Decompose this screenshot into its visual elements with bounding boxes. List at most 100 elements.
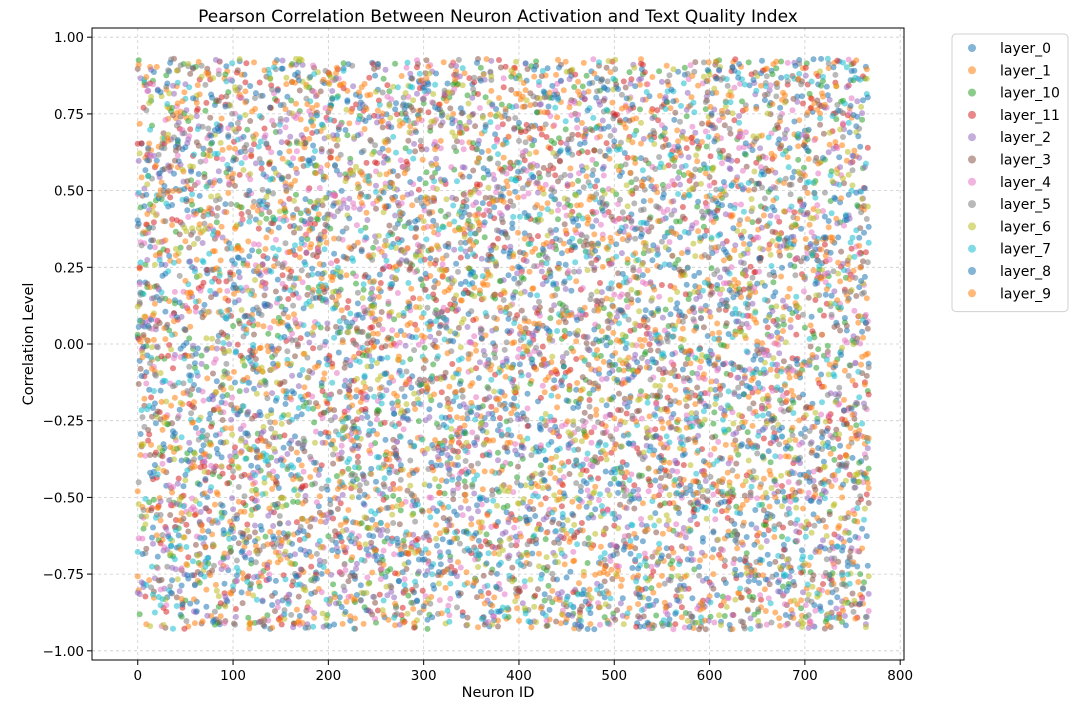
- data-point: [401, 332, 408, 339]
- data-point: [614, 313, 621, 320]
- data-point: [694, 203, 701, 210]
- data-point: [765, 448, 772, 455]
- data-point: [167, 194, 174, 201]
- data-point: [635, 486, 642, 493]
- data-point: [561, 561, 568, 568]
- data-point: [203, 99, 210, 106]
- data-point: [164, 247, 171, 254]
- data-point: [238, 473, 245, 480]
- data-point: [703, 143, 710, 150]
- data-point: [562, 126, 569, 133]
- data-point: [542, 536, 549, 543]
- data-point: [401, 576, 408, 583]
- data-point: [800, 164, 807, 171]
- data-point: [305, 187, 312, 193]
- data-point: [391, 444, 398, 451]
- data-point: [657, 502, 663, 509]
- data-point: [808, 95, 815, 102]
- data-point: [613, 191, 620, 198]
- data-point: [710, 420, 717, 427]
- data-point: [825, 149, 832, 156]
- data-point: [454, 573, 460, 580]
- data-point: [317, 88, 324, 95]
- data-point: [780, 242, 787, 249]
- data-point: [309, 130, 316, 136]
- data-point: [339, 491, 346, 498]
- data-point: [357, 582, 364, 589]
- data-point: [247, 118, 254, 124]
- data-point: [145, 437, 152, 444]
- data-point: [638, 56, 644, 63]
- data-point: [411, 624, 418, 631]
- data-point: [296, 87, 303, 94]
- data-point: [363, 159, 370, 166]
- data-point: [213, 378, 220, 385]
- data-point: [224, 288, 231, 294]
- data-point: [374, 607, 381, 614]
- data-point: [468, 462, 475, 469]
- data-point: [154, 553, 161, 560]
- data-point: [372, 599, 379, 606]
- data-point: [409, 75, 416, 82]
- data-point: [587, 413, 594, 420]
- data-point: [148, 394, 155, 401]
- data-point: [739, 98, 745, 105]
- data-point: [699, 549, 705, 556]
- data-point: [484, 541, 491, 548]
- data-point: [721, 122, 728, 129]
- data-point: [495, 449, 501, 456]
- data-point: [194, 179, 201, 186]
- data-point: [234, 341, 241, 348]
- data-point: [175, 475, 182, 482]
- data-point: [731, 117, 738, 124]
- data-point: [738, 571, 744, 578]
- data-point: [322, 519, 329, 526]
- data-point: [772, 558, 779, 565]
- data-point: [603, 140, 610, 147]
- data-point: [312, 516, 318, 523]
- data-point: [316, 557, 323, 564]
- data-point: [350, 419, 357, 425]
- data-point: [700, 324, 707, 331]
- data-point: [647, 279, 654, 286]
- data-point: [565, 444, 572, 451]
- data-point: [615, 489, 622, 496]
- series-layer_1: [134, 56, 872, 632]
- data-point: [820, 78, 826, 84]
- data-point: [247, 176, 254, 183]
- data-point: [200, 151, 207, 158]
- data-point: [311, 614, 318, 621]
- data-point: [862, 249, 869, 256]
- data-point: [764, 324, 771, 331]
- data-point: [520, 80, 527, 86]
- data-point: [398, 200, 405, 207]
- data-point: [864, 562, 871, 569]
- data-point: [369, 324, 376, 331]
- data-point: [733, 460, 740, 467]
- data-point: [219, 234, 226, 241]
- data-point: [843, 322, 850, 329]
- data-point: [369, 285, 376, 292]
- data-point: [198, 360, 205, 367]
- data-point: [658, 282, 665, 288]
- data-point: [324, 162, 331, 168]
- data-point: [343, 272, 350, 279]
- data-point: [215, 98, 222, 104]
- data-point: [184, 178, 191, 185]
- data-point: [635, 613, 642, 620]
- data-point: [461, 164, 468, 171]
- data-point: [541, 389, 548, 396]
- data-point: [159, 453, 166, 460]
- data-point: [666, 459, 673, 466]
- data-point: [232, 613, 239, 620]
- data-point: [392, 570, 399, 577]
- data-point: [699, 421, 705, 428]
- data-point: [176, 588, 183, 595]
- data-point: [300, 305, 307, 312]
- data-point: [305, 284, 312, 291]
- data-point: [751, 577, 758, 584]
- data-point: [295, 383, 302, 390]
- data-point: [347, 155, 354, 162]
- data-point: [184, 207, 191, 214]
- data-point: [171, 288, 178, 295]
